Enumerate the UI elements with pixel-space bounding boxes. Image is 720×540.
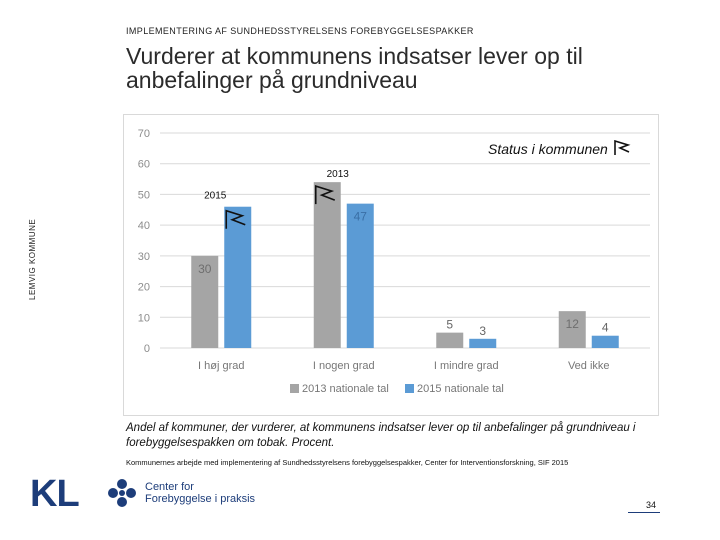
cfp-logo-text: Center for Forebyggelse i praksis — [145, 481, 255, 505]
y-tick-label: 50 — [138, 189, 150, 201]
legend-label: 2013 nationale tal — [302, 383, 389, 395]
status-note: Status i kommunen — [488, 139, 632, 157]
bar — [346, 203, 374, 348]
header-kicker: IMPLEMENTERING AF SUNDHEDSSTYRELSENS FOR… — [126, 26, 474, 36]
data-label: 47 — [354, 210, 368, 224]
legend-swatch — [405, 384, 414, 393]
bar — [558, 311, 586, 348]
y-tick-label: 30 — [138, 251, 150, 263]
y-tick-label: 60 — [138, 159, 150, 171]
flag-icon — [613, 139, 631, 155]
status-note-text: Status i kommunen — [488, 141, 608, 157]
bar — [469, 338, 497, 348]
data-label: 3 — [479, 324, 486, 338]
flag-icon — [225, 209, 246, 229]
cfp-line2: Forebyggelse i praksis — [145, 493, 256, 505]
y-tick-label: 20 — [138, 282, 150, 294]
bar — [224, 206, 252, 348]
data-label: 5 — [446, 318, 453, 332]
page-number: 34 — [646, 500, 657, 510]
y-tick-label: 10 — [138, 312, 150, 324]
y-tick-label: 0 — [144, 343, 150, 355]
x-tick-label: I mindre grad — [434, 360, 499, 372]
legend-swatch — [290, 384, 299, 393]
cfp-line1: Center for — [145, 481, 194, 493]
x-tick-label: I nogen grad — [313, 360, 375, 372]
y-tick-label: 40 — [138, 220, 150, 232]
kl-logo: KL — [30, 473, 80, 515]
flag-icon — [314, 185, 336, 205]
data-label: 4 — [602, 321, 609, 335]
legend-label: 2015 nationale tal — [417, 383, 504, 395]
cfp-logo-icon — [108, 479, 136, 507]
data-label: 12 — [566, 317, 580, 331]
chart-caption: Andel af kommuner, der vurderer, at komm… — [126, 422, 636, 449]
bar — [436, 332, 464, 348]
bar — [191, 255, 219, 348]
page-number-rule — [628, 512, 660, 513]
x-tick-label: I høj grad — [198, 360, 244, 372]
x-tick-label: Ved ikke — [568, 360, 610, 372]
bar — [591, 335, 619, 348]
slide-title: Vurderer at kommunens indsatser lever op… — [126, 43, 583, 93]
y-tick-label: 70 — [138, 128, 150, 140]
year-annotation: 2015 — [204, 190, 227, 201]
bar — [313, 182, 341, 348]
source-note: Kommunernes arbejde med implementering a… — [126, 458, 569, 467]
year-annotation: 2013 — [327, 169, 350, 180]
data-label: 30 — [198, 262, 212, 276]
